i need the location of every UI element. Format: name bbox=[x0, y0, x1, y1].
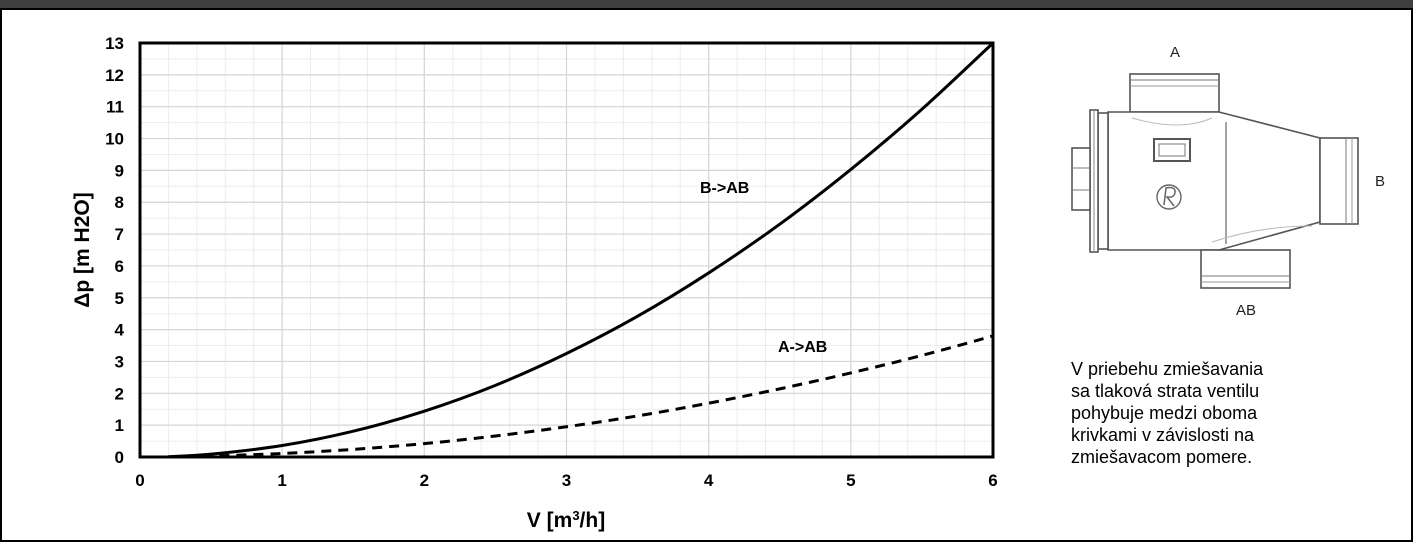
y-tick-label: 0 bbox=[115, 448, 124, 467]
x-tick-label: 1 bbox=[277, 471, 286, 490]
x-tick-labels: 0 1 2 3 4 5 6 bbox=[135, 471, 997, 490]
x-tick-label: 6 bbox=[988, 471, 997, 490]
y-tick-label: 11 bbox=[106, 98, 124, 117]
y-tick-label: 7 bbox=[115, 225, 124, 244]
y-tick-label: 10 bbox=[105, 130, 124, 149]
y-tick-label: 6 bbox=[115, 257, 124, 276]
y-tick-label: 4 bbox=[115, 321, 125, 340]
series-label-b-ab: B->AB bbox=[700, 180, 749, 197]
x-tick-label: 4 bbox=[704, 471, 714, 490]
x-tick-label: 0 bbox=[135, 471, 144, 490]
valve-body bbox=[1107, 111, 1321, 251]
y-tick-label: 8 bbox=[115, 193, 124, 212]
y-tick-label: 1 bbox=[115, 416, 124, 435]
y-tick-label: 3 bbox=[115, 352, 124, 371]
port-label-a: A bbox=[1170, 44, 1180, 61]
y-tick-label: 2 bbox=[115, 384, 124, 403]
y-axis-title: Δp [m H2O] bbox=[71, 192, 94, 307]
x-tick-label: 5 bbox=[846, 471, 855, 490]
series-line-a-ab bbox=[168, 334, 994, 459]
x-tick-label: 3 bbox=[562, 471, 571, 490]
mixing-note: V priebehu zmiešavania sa tlaková strata… bbox=[1071, 359, 1264, 467]
valve-diagram bbox=[1071, 73, 1359, 289]
header-bar bbox=[0, 0, 1413, 10]
valve-flange bbox=[1097, 112, 1109, 250]
y-tick-label: 9 bbox=[115, 161, 124, 180]
series-label-a-ab: A->AB bbox=[778, 339, 827, 356]
plot-area-border bbox=[138, 41, 995, 459]
port-label-ab: AB bbox=[1236, 302, 1256, 319]
y-tick-label: 5 bbox=[115, 289, 124, 308]
valve-nut bbox=[1071, 147, 1091, 211]
x-axis-title: V [m3/h] bbox=[527, 508, 605, 532]
port-label-b: B bbox=[1375, 173, 1385, 190]
y-tick-label: 13 bbox=[105, 34, 124, 53]
series-line-b-ab bbox=[168, 41, 995, 459]
x-tick-label: 2 bbox=[420, 471, 429, 490]
y-tick-label: 12 bbox=[105, 66, 124, 85]
